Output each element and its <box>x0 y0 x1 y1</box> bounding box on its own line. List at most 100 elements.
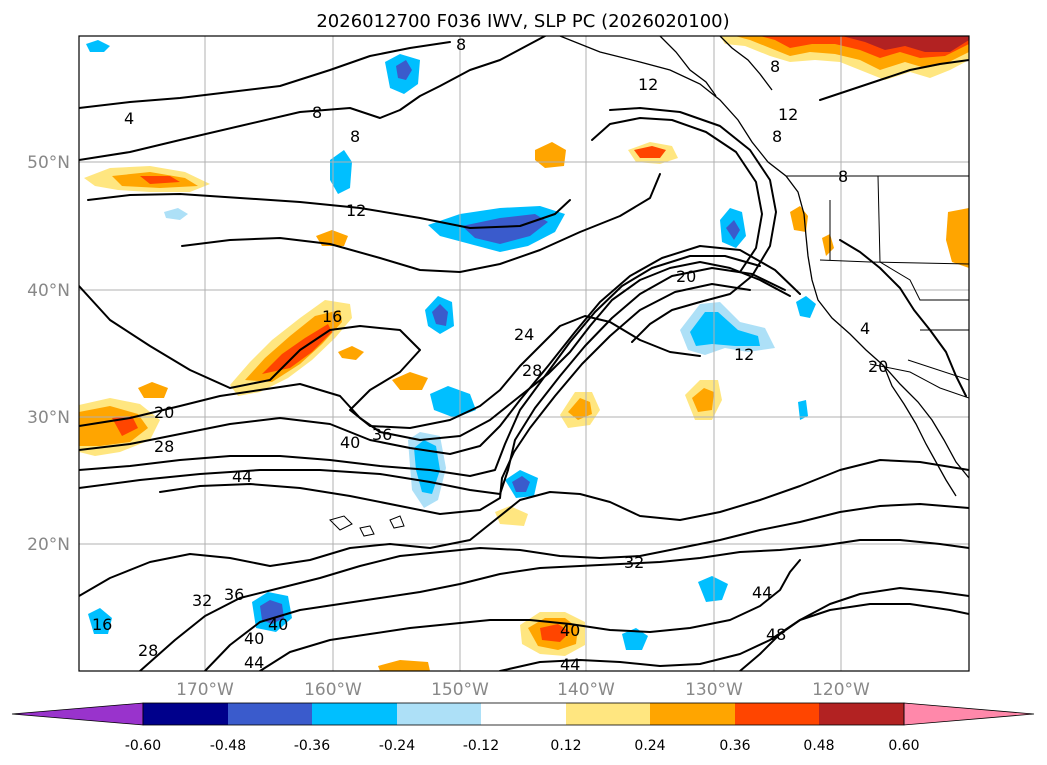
contour-label: 20 <box>676 267 696 286</box>
anomaly-blob-pos-c7 <box>138 382 168 398</box>
contour-line <box>79 41 451 109</box>
contour-label: 28 <box>522 361 542 380</box>
contour-labels: 8 12 4 8 8 8 12 8 12 16 20 24 28 20 12 8… <box>92 35 888 674</box>
contour-label: 36 <box>372 425 392 444</box>
colorbar-bin-neg-048 <box>228 703 312 725</box>
anomaly-blob-neg-c13 <box>796 296 816 318</box>
contour-label: 32 <box>192 591 212 610</box>
colorbar-tick: -0.12 <box>463 738 499 754</box>
negative-anomalies <box>86 40 816 650</box>
contour-line <box>839 239 967 397</box>
anomaly-blob-neg-c14 <box>88 608 112 634</box>
anomaly-blob-neg-c10 <box>330 150 352 194</box>
lon-label-130w: 130°W <box>685 680 743 700</box>
anomaly-blob-pos-sw-inner <box>112 416 138 436</box>
contour-label: 12 <box>638 75 658 94</box>
anomaly-blob-pos-sw-core <box>79 406 148 446</box>
anomaly-blob-neg-c4-core <box>432 304 448 326</box>
map-frame <box>78 35 970 672</box>
contour-label: 8 <box>350 127 360 146</box>
lon-label-170w: 170°W <box>176 680 234 700</box>
anomaly-blob-neg-c1-core <box>462 214 548 244</box>
anomaly-blob-pos-c8 <box>338 346 364 360</box>
anomaly-blob-pos-c9 <box>946 208 969 268</box>
longitude-labels: 170°W 160°W 150°W 140°W 130°W 120°W <box>176 680 870 700</box>
anomaly-blob-pos-c2-core <box>692 388 714 412</box>
anomaly-blob-pos-c5 <box>316 230 348 246</box>
coastline <box>329 36 969 537</box>
anomaly-blob-pos-ar-inner <box>262 324 332 374</box>
lat-label-20: 20°N <box>27 535 70 555</box>
contour-label: 40 <box>560 621 580 640</box>
contour-label: 8 <box>838 167 848 186</box>
colorbar: -0.60 -0.48 -0.36 -0.24 -0.12 0.12 0.24 … <box>11 702 1035 754</box>
colorbar-tick: -0.36 <box>294 738 330 754</box>
anomaly-blob-pos-c12 <box>495 506 528 526</box>
anomaly-blob-neg-c3-core <box>726 220 740 240</box>
anomaly-blob-neg-c17 <box>798 400 808 420</box>
colorbar-extend-under <box>11 702 144 726</box>
contour-label: 8 <box>456 35 466 54</box>
colorbar-tick: -0.24 <box>379 738 415 754</box>
anomaly-blob-neg-c7-core <box>512 476 530 492</box>
contour-label: 44 <box>244 653 264 672</box>
contour-line <box>259 559 801 671</box>
contour-label: 44 <box>560 655 580 674</box>
contour-line <box>204 539 969 671</box>
lon-label-120w: 120°W <box>812 680 870 700</box>
contour-line <box>79 245 801 455</box>
contour-label: 44 <box>232 467 252 486</box>
contour-line <box>159 283 751 515</box>
anomaly-blob-neg-c5 <box>430 386 476 418</box>
anomaly-blob-pos-c3-core <box>634 146 666 158</box>
contour-label: 12 <box>346 201 366 220</box>
positive-anomalies <box>79 36 969 671</box>
contour-label: 36 <box>224 585 244 604</box>
anomaly-blob-pos-c11 <box>378 660 430 671</box>
coastline-alaska-islands <box>659 36 773 97</box>
contour-label: 40 <box>340 433 360 452</box>
colorbar-bin-neutral <box>481 703 566 725</box>
colorbar-tick: -0.60 <box>125 738 161 754</box>
contour-line <box>499 587 969 671</box>
contour-label: 16 <box>92 615 112 634</box>
contour-label: 8 <box>770 57 780 76</box>
contour-label: 20 <box>868 357 888 376</box>
colorbar-tick: 0.48 <box>803 738 834 754</box>
contour-line <box>79 36 546 161</box>
contour-line <box>79 261 791 441</box>
colorbar-tick: 0.60 <box>888 738 919 754</box>
contour-label: 24 <box>514 325 534 344</box>
contour-label: 12 <box>778 105 798 124</box>
contour-label: 28 <box>138 641 158 660</box>
contour-label: 44 <box>752 583 772 602</box>
contour-label: 40 <box>244 629 264 648</box>
contour-line <box>181 173 661 273</box>
colorbar-bin-pos-024 <box>650 703 735 725</box>
contour-label: 20 <box>154 403 174 422</box>
contour-label: 32 <box>624 553 644 572</box>
coastline-baja <box>883 365 957 497</box>
lon-label-140w: 140°W <box>557 680 615 700</box>
contour-line <box>79 459 969 597</box>
contour-label: 8 <box>772 127 782 146</box>
slp-contours <box>79 36 969 671</box>
anomaly-blob-pos-c13 <box>822 234 834 256</box>
contour-label: 28 <box>154 437 174 456</box>
lat-label-40: 40°N <box>27 281 70 301</box>
anomaly-blob-neg-c11 <box>698 576 728 602</box>
anomaly-blob-neg-c15 <box>86 40 110 52</box>
colorbar-tick: 0.12 <box>550 738 581 754</box>
colorbar-bin-pos-012 <box>566 703 650 725</box>
lat-label-30: 30°N <box>27 408 70 428</box>
contour-label: 40 <box>268 615 288 634</box>
border-states-3 <box>829 200 969 381</box>
anomaly-blob-neg-c2-core <box>690 312 760 346</box>
colorbar-tick: 0.36 <box>719 738 750 754</box>
contour-line <box>79 267 786 495</box>
lon-label-160w: 160°W <box>304 680 362 700</box>
anomaly-blob-neg-c8-core <box>260 600 284 624</box>
border-states-1 <box>819 259 969 265</box>
contour-label: 4 <box>860 319 870 338</box>
